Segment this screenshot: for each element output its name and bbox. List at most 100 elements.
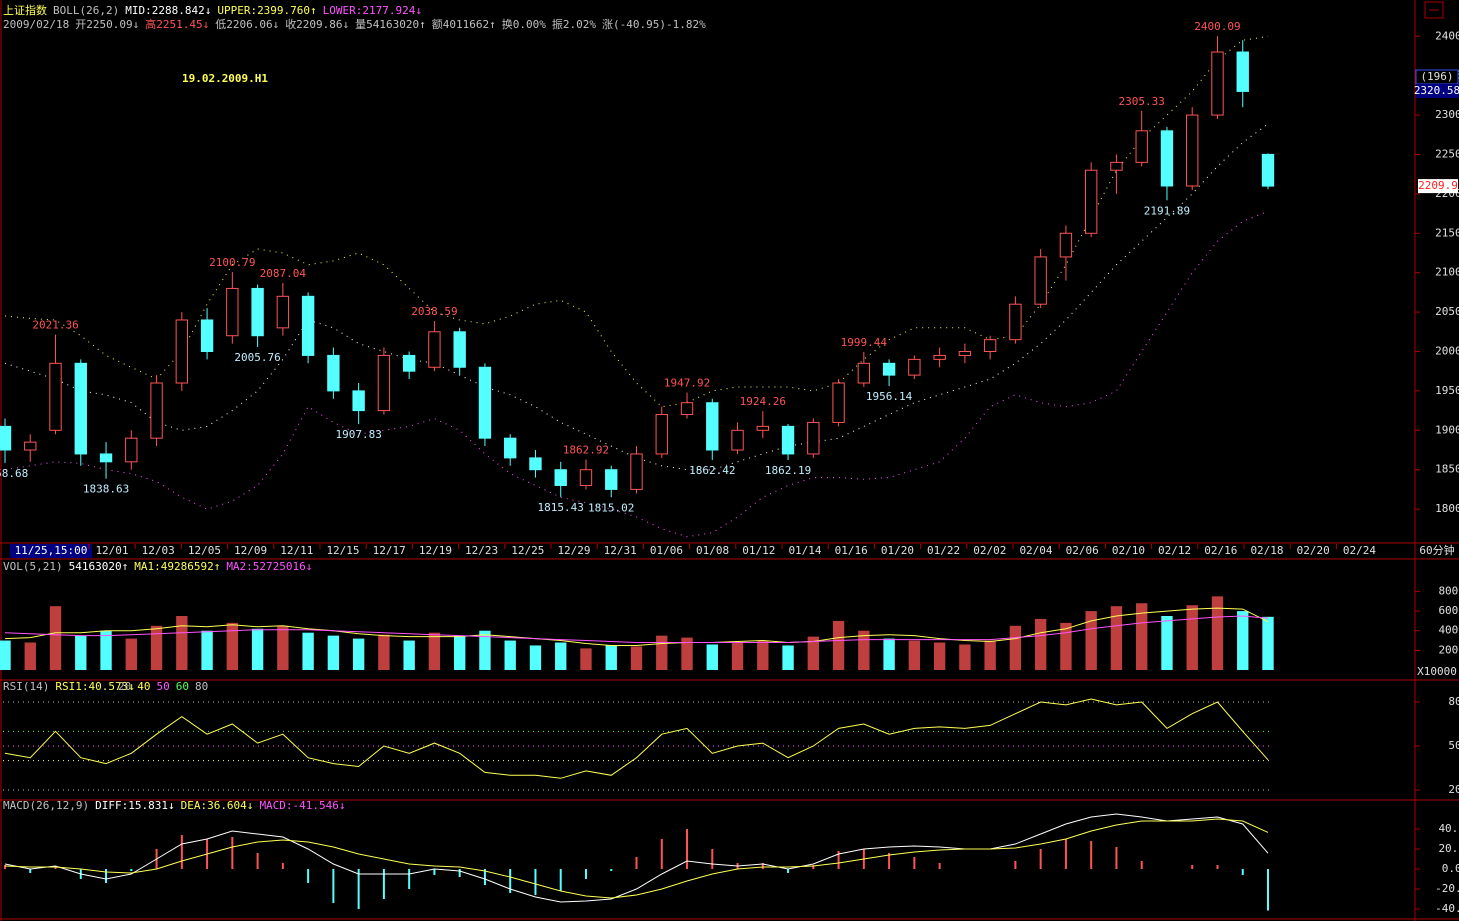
y-tick-label: 2250.0: [1435, 147, 1459, 160]
candle-body: [478, 366, 492, 439]
x-tick-label: 01/12: [742, 544, 775, 557]
x-tick-label: 02/16: [1204, 544, 1237, 557]
candle-body: [781, 425, 795, 455]
x-tick-label: 12/29: [557, 544, 590, 557]
high-label: 2400.09: [1194, 20, 1240, 33]
low-label: 2005.76: [234, 351, 280, 364]
candle-body: [554, 469, 567, 486]
volume-bar: [226, 622, 239, 670]
x-tick-label: 02/10: [1112, 544, 1145, 557]
x-tick-label: 01/16: [835, 544, 868, 557]
volume-ma: [4, 615, 1269, 643]
legend-item: MA2:52725016↓: [226, 560, 312, 573]
legend-item: 换0.00%: [502, 17, 546, 31]
y-tick-label: 40000: [1438, 624, 1459, 637]
candle-body: [756, 425, 769, 431]
legend-item: MACD:-41.546↓: [259, 799, 345, 812]
y-tick-label: 20000: [1438, 643, 1459, 656]
candle-body: [1160, 130, 1174, 187]
volume-bar: [1110, 606, 1123, 670]
candle-body: [1084, 169, 1098, 234]
volume-bar: [176, 616, 188, 670]
legend-item: 振2.02%: [552, 17, 596, 31]
volume-bar: [1136, 603, 1148, 670]
candle-body: [958, 350, 972, 356]
candle-body: [24, 441, 37, 451]
candle-body: [125, 437, 138, 463]
legend: 上证指数 BOLL(26,2) MID:2288.842↓ UPPER:2399.76…: [3, 3, 422, 17]
x-tick-label: 12/17: [373, 544, 406, 557]
volume-bar: [1161, 616, 1173, 670]
legend: VOL(5,21) 54163020↑ MA1:49286592↑ MA2:52725…: [3, 560, 312, 573]
cursor-price-box: [1416, 84, 1459, 98]
legend-item: 高2251.45↓: [145, 17, 209, 31]
candle-body: [529, 457, 542, 471]
volume-bar: [933, 642, 946, 670]
volume-bar: [403, 640, 415, 670]
low-label: 1956.14: [866, 390, 913, 403]
legend-item: 开2250.09↓: [75, 18, 139, 31]
candle-body: [377, 354, 391, 412]
y-tick-label: 2050.0: [1435, 305, 1459, 318]
candle-body: [1059, 232, 1073, 258]
low-label: 1815.02: [588, 501, 634, 514]
volume-bar: [706, 644, 718, 670]
volume-bar: [731, 642, 744, 670]
candle-body: [882, 362, 896, 376]
legend: MACD(26,12,9) DIFF:15.831↓ DEA:36.604↓ MACD…: [3, 799, 346, 812]
volume-bar: [428, 632, 441, 670]
candle-body: [655, 414, 668, 455]
volume-bar: [479, 630, 491, 670]
x-tick-label: 02/18: [1250, 544, 1283, 557]
candle-body: [933, 354, 946, 360]
high-label: 2038.59: [411, 305, 457, 318]
volume-bar: [681, 637, 693, 670]
x-tick-label: 01/14: [788, 544, 821, 557]
y-tick-label: -20.00: [1435, 882, 1459, 895]
cursor-count: (196): [1420, 70, 1453, 83]
candle-body: [983, 339, 997, 352]
volume-bar: [757, 640, 769, 670]
volume-bar: [832, 620, 845, 670]
volume-bar: [251, 628, 264, 670]
volume-bar: [201, 630, 213, 670]
x-tick-label: 12/03: [142, 544, 175, 557]
volume-bar: [807, 636, 820, 670]
unit-label: X10000: [1417, 665, 1457, 678]
y-tick-label: 60000: [1438, 604, 1459, 617]
candle-body: [731, 429, 744, 451]
legend-item: 低2206.06↓: [215, 18, 279, 31]
volume-bar: [580, 648, 592, 670]
candle-body: [428, 331, 441, 368]
window-icon[interactable]: [1424, 1, 1444, 19]
level-label: 20: [118, 680, 131, 693]
candle-body: [1135, 130, 1148, 163]
low-label: 1815.43: [538, 501, 584, 514]
high-label: 2100.79: [209, 256, 255, 269]
volume-bar: [656, 635, 668, 670]
legend-item: LOWER:2177.924↓: [323, 4, 422, 17]
legend-item: BOLL(26,2): [53, 4, 119, 17]
volume-bar: [378, 634, 390, 670]
period: 60分钟: [1419, 543, 1454, 557]
last-price-box: [1418, 179, 1458, 194]
x-tick-label: 02/02: [973, 544, 1006, 557]
candle-body: [680, 402, 694, 416]
cursor-price: 2320.58: [1414, 84, 1459, 97]
low-label: 1862.19: [765, 464, 811, 477]
legend-item: DEA:36.604↓: [181, 799, 254, 812]
candle-body: [49, 362, 62, 431]
volume-bar: [1211, 596, 1224, 670]
y-tick-label: 20.00: [1438, 842, 1459, 855]
candle-body: [832, 382, 845, 423]
volume-bar: [453, 635, 466, 670]
volume-bar: [1262, 616, 1274, 670]
candle-body: [1110, 161, 1123, 171]
x-tick-label: 12/11: [280, 544, 313, 557]
candle-body: [327, 354, 340, 392]
candle-body: [301, 295, 315, 356]
volume-bar: [277, 625, 289, 670]
y-tick-label: 1800.0: [1435, 502, 1459, 515]
high-label: 2021.36: [32, 319, 78, 332]
